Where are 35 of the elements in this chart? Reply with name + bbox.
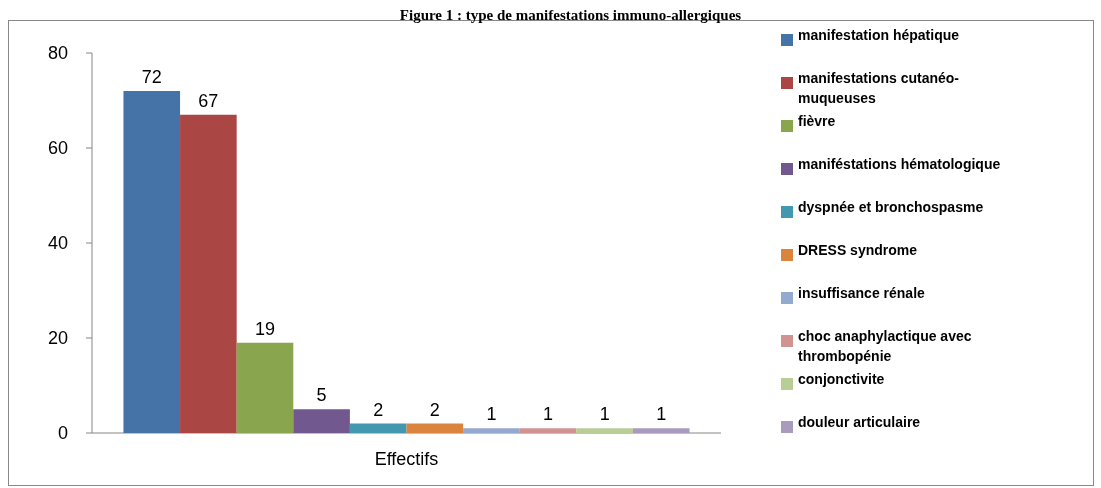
data-label: 1 xyxy=(486,404,497,425)
bar xyxy=(576,428,633,433)
data-label: 2 xyxy=(373,399,384,420)
data-label: 67 xyxy=(198,90,219,111)
legend-label: dyspnée et bronchospasme xyxy=(798,199,984,215)
legend-label: maniféstations hématologique xyxy=(798,156,1001,172)
y-tick-label: 40 xyxy=(47,233,68,254)
legend-label: conjonctivite xyxy=(798,371,885,387)
bar xyxy=(463,428,520,433)
bar xyxy=(632,428,690,433)
legend-label: insuffisance rénale xyxy=(798,285,926,301)
legend-label: manifestation hépatique xyxy=(798,27,960,43)
data-label: 72 xyxy=(141,67,162,87)
y-tick-label: 60 xyxy=(47,138,68,159)
data-label: 5 xyxy=(316,385,327,406)
data-label: 1 xyxy=(656,404,667,425)
bar xyxy=(519,428,577,433)
data-label: 2 xyxy=(429,399,440,420)
bar xyxy=(236,342,294,433)
chart-title: Figure 1 : type de manifestations immuno-allergiques xyxy=(399,7,742,23)
x-tick-label: Effectifs xyxy=(374,449,439,469)
y-tick-label: 80 xyxy=(47,43,68,64)
bar xyxy=(180,114,237,433)
y-tick-label: 20 xyxy=(47,328,68,349)
legend-label: DRESS syndrome xyxy=(798,242,918,258)
bar xyxy=(406,423,464,433)
bar xyxy=(293,409,350,433)
bar xyxy=(349,423,407,433)
data-label: 1 xyxy=(599,404,610,425)
bar xyxy=(123,91,181,433)
data-label: 19 xyxy=(254,318,275,339)
legend-label: fièvre xyxy=(798,113,836,129)
y-tick-label: 0 xyxy=(57,423,68,444)
data-label: 1 xyxy=(543,404,554,425)
legend-label: douleur articulaire xyxy=(798,414,921,430)
